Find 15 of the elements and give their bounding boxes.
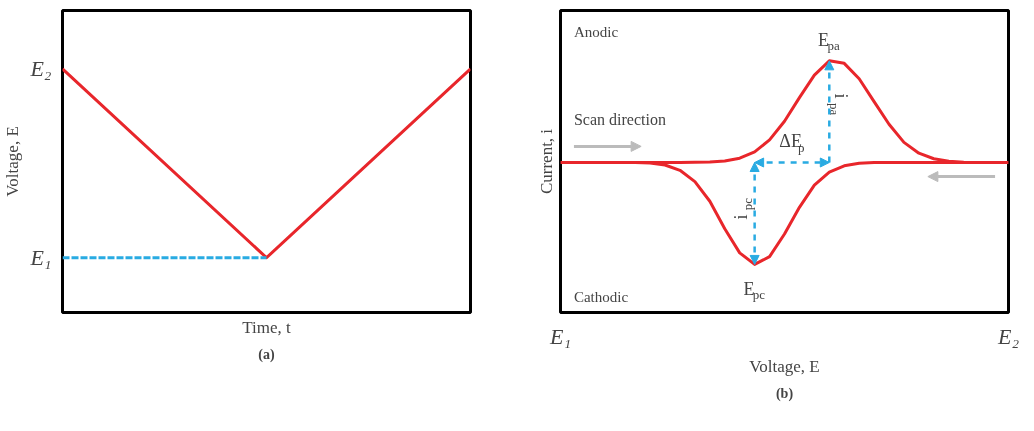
x-axis-title: Voltage, E [749,356,820,376]
y-axis-title: Voltage, E [3,126,23,197]
annotation: ipa [827,93,852,116]
x-axis-title: Time, t [242,317,292,337]
y-axis-title: Current, i [536,128,556,195]
text: E₁ [548,323,572,349]
annotation: ipc [731,197,755,220]
annotation: Scan direction [573,110,666,128]
annotation: Cathodic [573,289,629,306]
text: E₂ [996,323,1020,349]
text: Anodic [573,23,619,40]
text: E₂ [29,56,52,82]
text: (b) [775,385,794,402]
text: E₁ [29,245,52,271]
text: (a) [258,346,275,363]
